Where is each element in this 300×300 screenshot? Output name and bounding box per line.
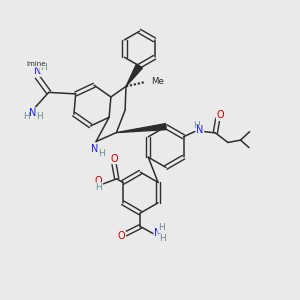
Text: N: N (34, 66, 41, 76)
Text: Me: Me (152, 76, 164, 85)
Text: O: O (110, 154, 118, 164)
Text: H: H (95, 183, 102, 192)
Text: H: H (98, 148, 105, 158)
Text: O: O (95, 176, 103, 186)
Text: H: H (23, 112, 30, 121)
Text: H: H (40, 63, 47, 72)
Text: O: O (118, 231, 126, 242)
Text: N: N (91, 144, 98, 154)
Text: N: N (196, 125, 204, 136)
Text: N: N (29, 108, 37, 118)
Text: imine: imine (26, 61, 46, 67)
Text: N: N (154, 227, 161, 238)
Text: H: H (36, 112, 43, 122)
Text: H: H (159, 234, 166, 243)
Text: H: H (158, 224, 165, 232)
Text: H: H (193, 122, 200, 130)
Polygon shape (116, 124, 166, 133)
Polygon shape (126, 64, 142, 86)
Text: O: O (216, 110, 224, 121)
